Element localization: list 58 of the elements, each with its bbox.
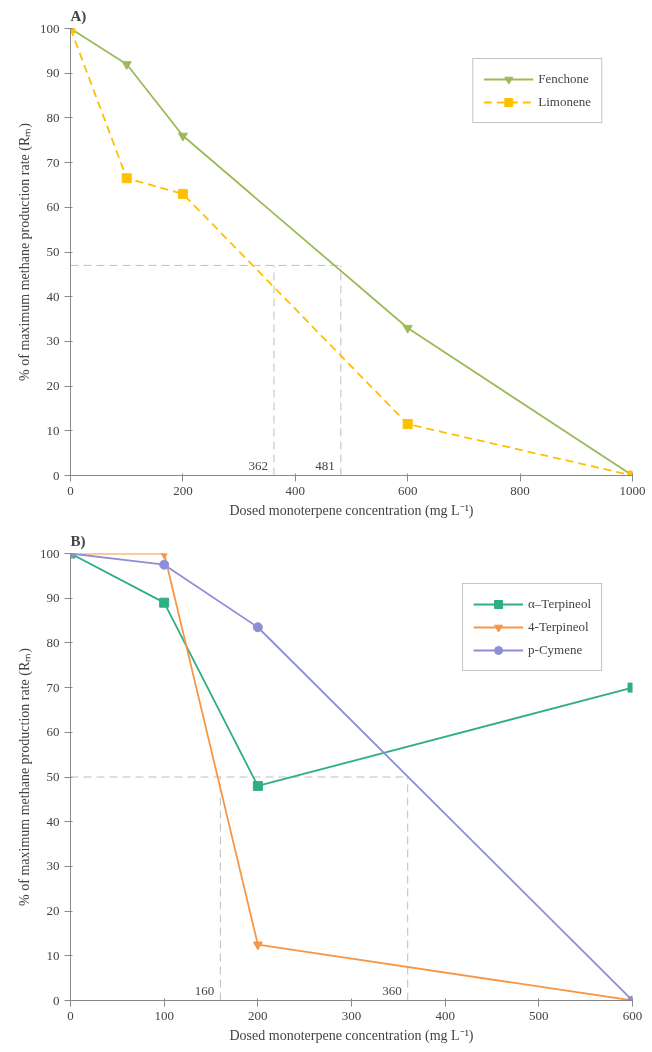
y-tick-label: 80 [46, 634, 60, 650]
y-tick-label: 30 [46, 858, 60, 874]
point [121, 61, 132, 70]
x-tick-label: 0 [67, 1007, 74, 1023]
point [402, 419, 413, 430]
y-tick-label: 50 [46, 769, 60, 784]
x-tick-label: 1000 [619, 482, 646, 498]
x-tick-label: 300 [341, 1007, 362, 1023]
chart-title: B) [70, 532, 86, 550]
x-axis-title: Dosed monoterpene concentration (mg L⁻¹) [229, 502, 474, 519]
ref-line-label: 481 [315, 457, 335, 473]
legend-label: α–Terpineol [528, 596, 591, 612]
y-tick-label: 100 [40, 545, 60, 561]
x-tick-label: 500 [529, 1007, 549, 1023]
x-tick-label: 100 [154, 1007, 174, 1023]
y-tick-label: 50 [46, 244, 60, 259]
x-tick-label: 400 [435, 1007, 455, 1023]
y-tick-label: 20 [46, 378, 60, 394]
point [121, 173, 132, 184]
chart-title: A) [70, 7, 87, 25]
y-tick-label: 0 [53, 467, 60, 483]
y-tick-label: 60 [46, 724, 60, 740]
y-tick-label: 60 [46, 199, 60, 215]
x-tick-label: 400 [285, 482, 306, 498]
legend-label: p-Cymene [528, 642, 583, 658]
point [402, 324, 413, 334]
x-axis-title: Dosed monoterpene concentration (mg L⁻¹) [229, 1027, 474, 1044]
point [177, 132, 188, 142]
y-axis-title: % of maximum methane production rate (Rₘ) [17, 647, 33, 906]
x-tick-label: 0 [67, 482, 74, 498]
point [159, 559, 170, 570]
point [177, 188, 188, 199]
ref-line-label: 160 [194, 982, 215, 998]
y-tick-label: 100 [40, 20, 60, 36]
ref-line-label: 362 [248, 457, 268, 473]
y-tick-label: 80 [46, 109, 60, 125]
y-tick-label: 30 [46, 333, 60, 349]
point [252, 622, 263, 633]
y-tick-label: 20 [46, 903, 60, 919]
y-tick-label: 10 [46, 422, 60, 438]
y-tick-label: 0 [53, 992, 60, 1008]
y-tick-label: 70 [46, 154, 60, 170]
x-tick-label: 600 [622, 1007, 643, 1023]
legend-label: 4-Terpineol [528, 619, 589, 635]
y-tick-label: 90 [46, 65, 60, 81]
legend-label: Fenchone [538, 71, 589, 87]
x-tick-label: 200 [173, 482, 193, 498]
y-tick-label: 70 [46, 679, 60, 695]
y-tick-label: 40 [46, 288, 60, 304]
ref-line-label: 360 [382, 982, 402, 998]
x-tick-label: 200 [248, 1007, 268, 1023]
legend-label: Limonene [538, 94, 591, 110]
x-tick-label: 600 [397, 482, 418, 498]
y-axis-title: % of maximum methane production rate (Rₘ) [17, 122, 33, 381]
x-tick-label: 800 [510, 482, 530, 498]
y-tick-label: 10 [46, 947, 60, 963]
y-tick-label: 90 [46, 590, 60, 606]
y-tick-label: 40 [46, 813, 60, 829]
